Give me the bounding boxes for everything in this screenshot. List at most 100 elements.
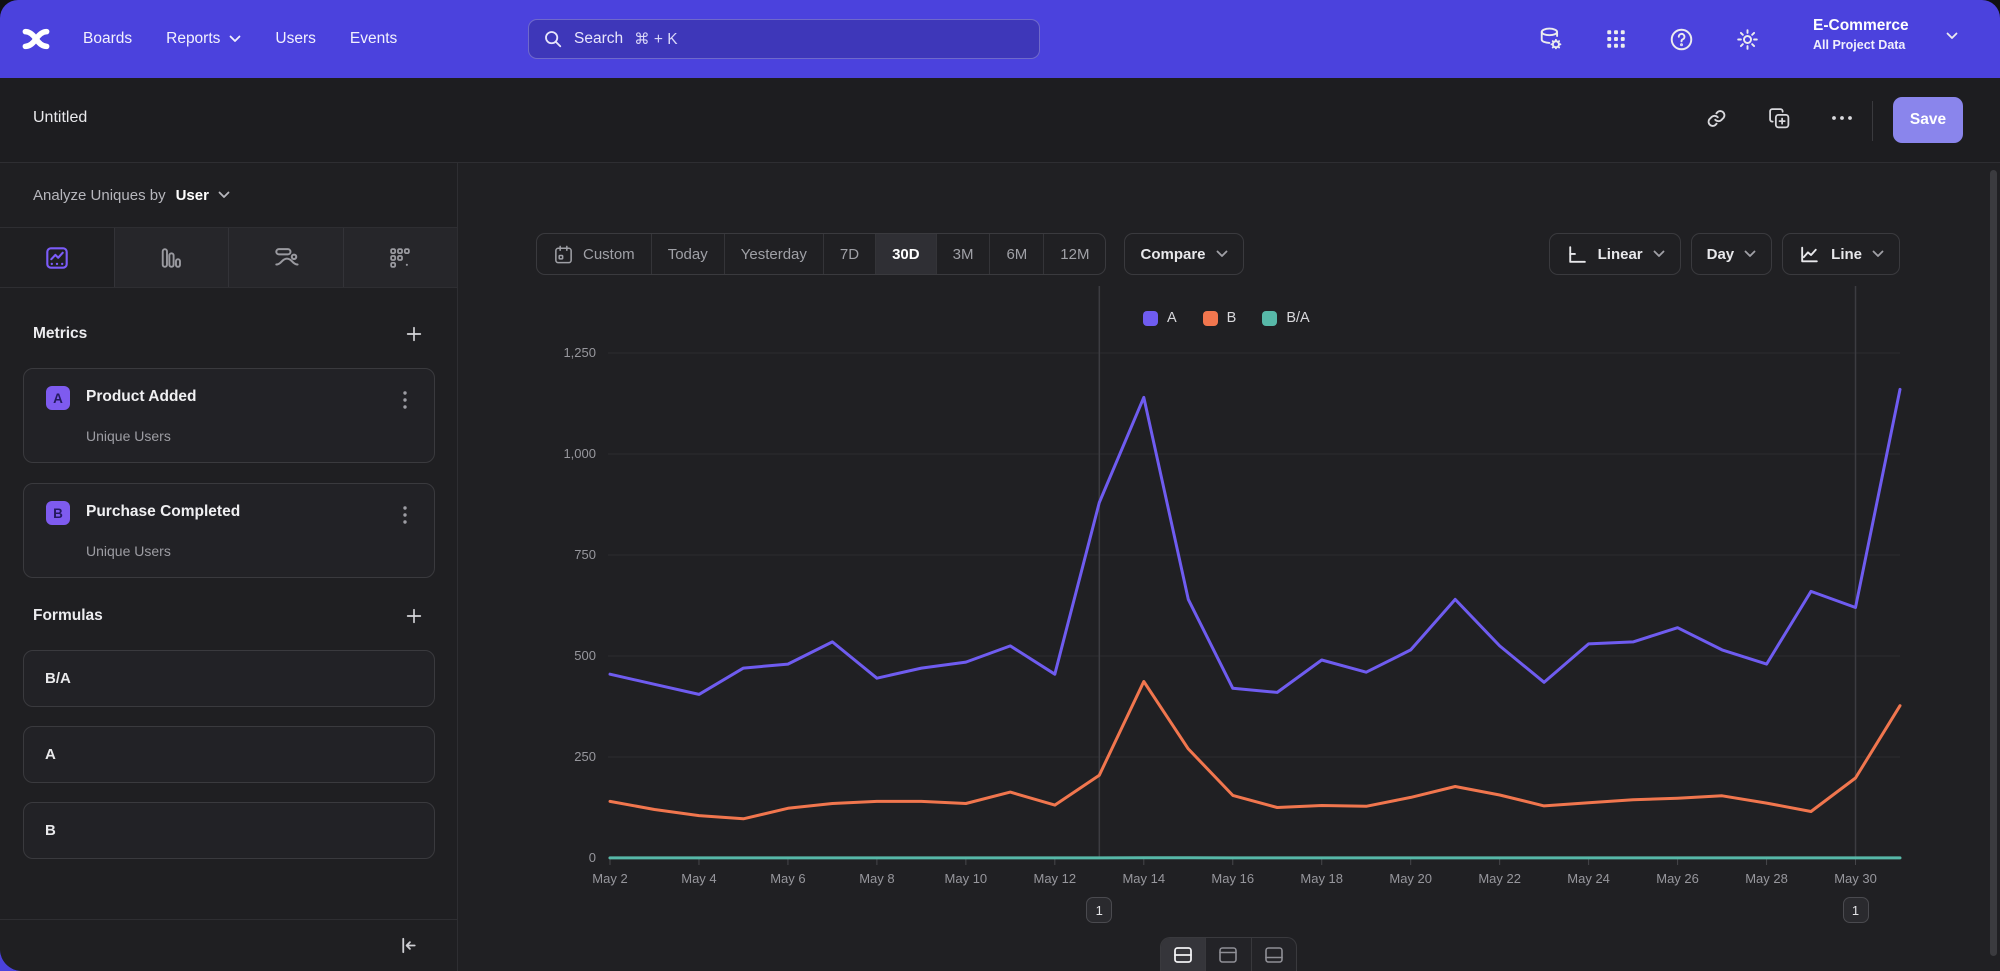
metric-card[interactable]: A Product Added Unique Users [23, 368, 435, 463]
formula-label: B [45, 822, 56, 839]
project-switcher[interactable]: E-Commerce All Project Data [1813, 17, 1909, 52]
scrollbar[interactable] [1990, 170, 1997, 956]
collapse-sidebar-icon[interactable] [398, 935, 419, 956]
metric-kebab-menu-icon[interactable] [402, 389, 408, 411]
date-range-option[interactable]: 12M [1043, 234, 1105, 274]
x-axis-tick-label: May 22 [1478, 871, 1521, 886]
nav-item[interactable]: Boards [66, 30, 149, 48]
scale-selector[interactable]: Linear [1548, 233, 1681, 275]
chevron-down-icon [1216, 250, 1228, 258]
annotation-badge[interactable]: 1 [1842, 897, 1869, 923]
settings-gear-icon[interactable] [1735, 27, 1760, 52]
date-range-option[interactable]: 3M [935, 234, 990, 274]
date-range-option[interactable]: 30D [875, 234, 936, 274]
date-range-label: Custom [583, 245, 635, 263]
date-range-segmented-control: Custom Today Yesterday 7D 30D [536, 233, 1107, 275]
line-chart-icon [1798, 243, 1821, 266]
retention-dots-icon [387, 245, 413, 271]
formulas-section: Formulas B/A A B [0, 606, 457, 859]
chart-panel: Custom Today Yesterday 7D 30D [458, 163, 2000, 971]
duplicate-icon[interactable] [1768, 107, 1791, 130]
date-range-option[interactable]: Custom [537, 234, 651, 274]
report-title[interactable]: Untitled [33, 109, 88, 126]
nav-item[interactable]: Users [258, 30, 332, 48]
query-builder-sidebar: Analyze Uniques by User Metrics A Produc… [0, 163, 458, 971]
x-axis-tick-label: May 2 [592, 871, 628, 886]
mixpanel-logo-icon[interactable] [18, 21, 54, 57]
chevron-down-icon[interactable] [218, 191, 230, 199]
nav-item[interactable]: Events [333, 30, 414, 48]
calendar-icon [553, 244, 574, 265]
legend-item[interactable]: B/A [1262, 310, 1310, 326]
top-navigation-bar: Boards Reports Users Events Search ⌘ + K… [0, 0, 2000, 78]
data-management-icon[interactable] [1537, 26, 1563, 52]
date-range-option[interactable]: Yesterday [723, 234, 823, 274]
sidebar-footer [0, 919, 457, 971]
project-name: E-Commerce [1813, 17, 1909, 34]
legend-item[interactable]: A [1143, 310, 1177, 326]
x-axis-tick-label: May 30 [1834, 871, 1877, 886]
date-range-option[interactable]: Today [650, 234, 724, 274]
apps-grid-icon[interactable] [1604, 27, 1628, 51]
legend-label: B/A [1286, 310, 1310, 326]
legend-label: B [1226, 310, 1237, 326]
copy-link-icon[interactable] [1705, 107, 1728, 130]
date-range-label: 12M [1060, 245, 1090, 263]
y-axis-tick-label: 500 [574, 648, 596, 663]
top-panel-view-toggle[interactable] [1205, 938, 1250, 971]
x-axis-tick-label: May 10 [944, 871, 988, 886]
scale-label: Linear [1597, 245, 1643, 263]
tab-retention[interactable] [342, 228, 457, 287]
compare-button[interactable]: Compare [1124, 233, 1244, 275]
chart-type-selector[interactable]: Line [1782, 233, 1900, 275]
legend-swatch [1143, 310, 1158, 326]
analyze-by-value[interactable]: User [175, 186, 209, 204]
search-shortcut: ⌘ + K [634, 30, 678, 48]
add-metric-button[interactable] [404, 324, 424, 344]
metric-measure[interactable]: Unique Users [86, 543, 171, 559]
save-button[interactable]: Save [1893, 97, 1963, 143]
analyze-by-row: Analyze Uniques by User [0, 163, 457, 228]
metric-measure[interactable]: Unique Users [86, 428, 171, 444]
metrics-section: Metrics A Product Added Unique Users B P… [0, 324, 457, 578]
formula-card[interactable]: B/A [23, 650, 435, 707]
granularity-selector[interactable]: Day [1690, 233, 1773, 275]
help-icon[interactable] [1669, 27, 1694, 52]
metric-card[interactable]: B Purchase Completed Unique Users [23, 483, 435, 578]
insights-chart-icon [44, 245, 70, 271]
x-axis-tick-label: May 8 [859, 871, 895, 886]
search-input[interactable]: Search ⌘ + K [528, 19, 1040, 59]
date-range-option[interactable]: 7D [822, 234, 875, 274]
legend-swatch [1202, 310, 1218, 326]
metric-kebab-menu-icon[interactable] [402, 504, 408, 526]
x-axis-tick-label: May 18 [1300, 871, 1344, 886]
x-axis-tick-label: May 14 [1122, 871, 1166, 886]
tab-insights[interactable] [0, 228, 114, 287]
bottom-panel-view-toggle[interactable] [1250, 938, 1296, 971]
more-options-icon[interactable] [1830, 114, 1854, 122]
add-formula-button[interactable] [404, 606, 424, 626]
chevron-down-icon [1653, 250, 1665, 258]
search-icon [543, 29, 563, 49]
metric-name: Product Added [86, 388, 197, 405]
project-chevron-down-icon[interactable] [1946, 32, 1958, 40]
y-axis-tick-label: 0 [588, 850, 596, 865]
tab-funnels[interactable] [113, 228, 228, 287]
annotation-badge[interactable]: 1 [1086, 897, 1113, 923]
metric-name: Purchase Completed [86, 503, 241, 520]
nav-item[interactable]: Reports [149, 30, 258, 48]
formula-card[interactable]: A [23, 726, 435, 783]
legend-item[interactable]: B [1202, 310, 1237, 326]
y-axis-tick-label: 1,250 [563, 345, 596, 360]
y-axis-tick-label: 250 [574, 749, 596, 764]
legend-label: A [1167, 310, 1177, 326]
formula-card[interactable]: B [23, 802, 435, 859]
x-axis-tick-label: May 26 [1656, 871, 1699, 886]
split-view-toggle[interactable] [1161, 938, 1206, 971]
date-range-label: Today [667, 245, 708, 263]
nav-item-label: Boards [83, 30, 133, 47]
chart-legend: A B B/A [1143, 310, 1310, 326]
tab-flows[interactable] [228, 228, 343, 287]
search-placeholder: Search [574, 30, 624, 47]
date-range-option[interactable]: 6M [989, 234, 1043, 274]
